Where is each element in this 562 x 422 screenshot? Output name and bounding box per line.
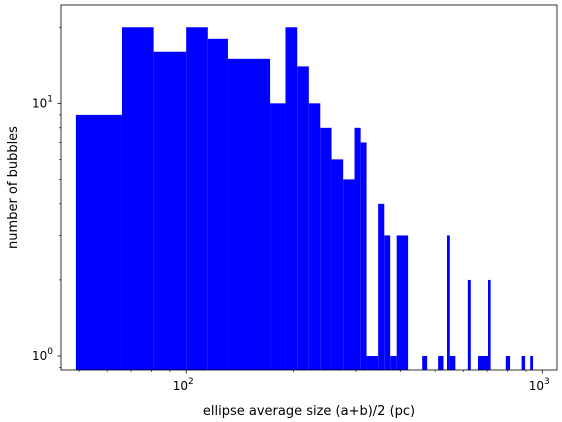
histogram-bar-25 bbox=[478, 355, 488, 370]
histogram-bar-24 bbox=[467, 279, 471, 370]
histogram-bar-29 bbox=[530, 355, 534, 370]
x-tick-label-0: 102 bbox=[173, 377, 194, 393]
histogram-bar-4 bbox=[207, 38, 228, 370]
x-axis-label: ellipse average size (a+b)/2 (pc) bbox=[203, 404, 415, 419]
histogram-bar-7 bbox=[285, 27, 298, 371]
histogram-bar-3 bbox=[186, 27, 208, 371]
histogram-bar-20 bbox=[422, 355, 428, 370]
histogram-bar-2 bbox=[153, 51, 187, 370]
histogram-bar-27 bbox=[505, 355, 511, 370]
y-tick-label-1: 101 bbox=[32, 94, 53, 110]
histogram-bar-15 bbox=[366, 355, 379, 370]
histogram-bar-14 bbox=[360, 142, 367, 370]
histogram-bar-19 bbox=[396, 235, 409, 370]
histogram-bar-11 bbox=[331, 159, 344, 370]
histogram-bar-1 bbox=[121, 27, 154, 371]
histogram-bar-28 bbox=[521, 355, 526, 370]
histogram-bar-12 bbox=[343, 179, 355, 370]
histogram-bar-13 bbox=[354, 127, 361, 370]
plot-frame bbox=[60, 4, 558, 371]
histogram-bar-16 bbox=[378, 203, 385, 370]
histogram-bars bbox=[75, 27, 534, 371]
histogram-bar-21 bbox=[438, 355, 444, 370]
y-axis-label: number of bubbles bbox=[6, 126, 21, 249]
histogram-bar-22 bbox=[446, 235, 450, 370]
histogram-bar-0 bbox=[75, 114, 122, 370]
histogram-bar-8 bbox=[297, 66, 309, 371]
histogram-bar-5 bbox=[227, 58, 271, 370]
y-tick-label-0: 100 bbox=[32, 347, 53, 363]
histogram-bar-10 bbox=[320, 127, 332, 370]
histogram-bar-17 bbox=[384, 235, 391, 370]
histogram-bar-9 bbox=[308, 103, 321, 370]
histogram-bar-18 bbox=[390, 355, 397, 370]
histogram-bar-6 bbox=[270, 103, 286, 370]
x-tick-label-1: 103 bbox=[529, 377, 550, 393]
histogram-bar-26 bbox=[487, 279, 491, 370]
tick-labels: 102 103 100 101 bbox=[32, 94, 550, 393]
histogram-bar-23 bbox=[449, 355, 456, 370]
